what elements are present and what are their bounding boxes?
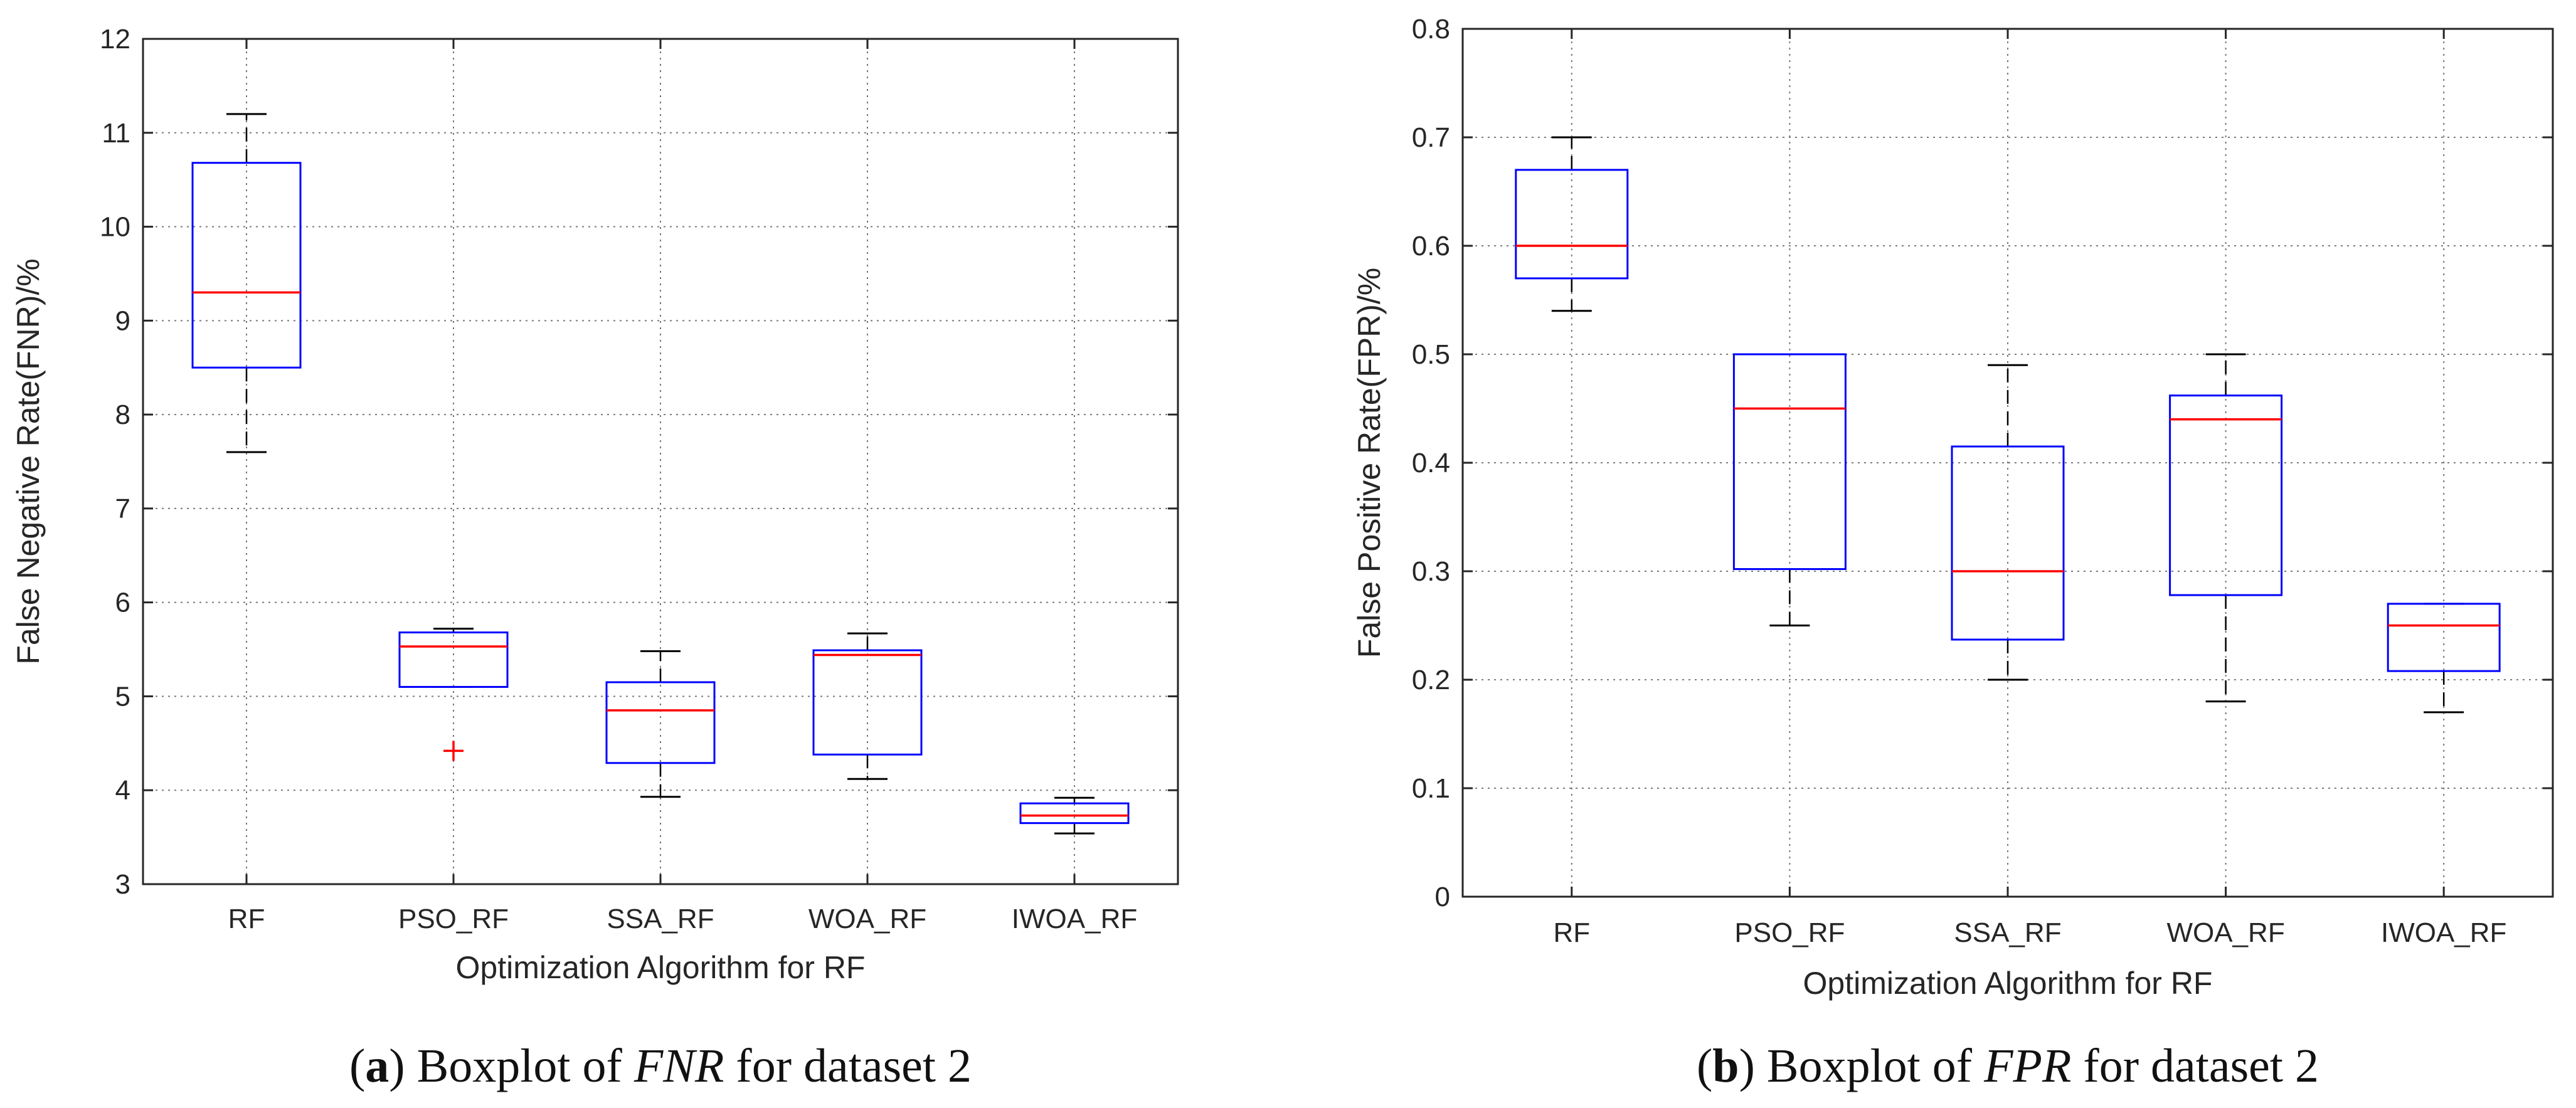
y-tick-label: 7 bbox=[115, 493, 130, 524]
y-tick-label: 0.1 bbox=[1412, 773, 1450, 804]
x-tick-label: IWOA_RF bbox=[1012, 904, 1137, 934]
chart-a-caption: (a) Boxplot of FNR for dataset 2 bbox=[349, 1040, 972, 1092]
box-iwoa_rf bbox=[2387, 603, 2501, 714]
iqr-box bbox=[1019, 802, 1130, 825]
box-pso_rf bbox=[1732, 353, 1847, 626]
chart-b-xticks: RF PSO_RF SSA_RF WOA_RF IWOA_RF bbox=[1553, 29, 2506, 948]
y-tick-label: 0.5 bbox=[1412, 339, 1450, 370]
chart-a-xlabel: Optimization Algorithm for RF bbox=[456, 950, 866, 985]
iqr-box bbox=[812, 649, 923, 756]
iqr-box bbox=[1732, 353, 1847, 571]
box-pso_rf bbox=[398, 628, 509, 761]
chart-a-boxes bbox=[191, 113, 1130, 835]
iqr-box bbox=[1515, 169, 1629, 280]
y-tick-label: 0.3 bbox=[1412, 556, 1450, 587]
y-tick-label: 0.4 bbox=[1412, 448, 1450, 478]
x-tick-label: PSO_RF bbox=[398, 904, 509, 934]
box-rf bbox=[191, 113, 302, 453]
y-tick-label: 8 bbox=[115, 399, 130, 430]
box-ssa_rf bbox=[605, 650, 716, 798]
x-tick-label: RF bbox=[228, 904, 265, 934]
y-tick-label: 0.6 bbox=[1412, 231, 1450, 261]
y-tick-label: 5 bbox=[115, 681, 130, 712]
chart-a-xticks: RF PSO_RF SSA_RF WOA_RF IWOA_RF bbox=[228, 39, 1137, 934]
box-rf bbox=[1515, 136, 1629, 312]
x-tick-label: WOA_RF bbox=[808, 904, 926, 934]
y-tick-label: 0.7 bbox=[1412, 122, 1450, 153]
chart-b-grid bbox=[1463, 29, 2553, 897]
y-tick-label: 4 bbox=[115, 775, 130, 806]
chart-b-ylabel: False Positive Rate(FPR)/% bbox=[1352, 268, 1387, 658]
chart-b: 0 0.1 0.2 0.3 0.4 0.5 0.6 0.7 0.8 RF PSO_RF SSA_RF… bbox=[1352, 14, 2554, 1092]
chart-b-caption: (b) Boxplot of FPR for dataset 2 bbox=[1697, 1040, 2319, 1092]
outlier-marker bbox=[443, 741, 464, 761]
chart-b-xlabel: Optimization Algorithm for RF bbox=[1803, 966, 2213, 1001]
box-ssa_rf bbox=[1951, 364, 2065, 681]
iqr-box bbox=[2169, 394, 2283, 596]
chart-a-yticks: 3 4 5 6 7 8 9 10 11 12 bbox=[100, 24, 1178, 900]
y-tick-label: 0.2 bbox=[1412, 665, 1450, 695]
chart-a: 3 4 5 6 7 8 9 10 11 12 RF PSO_RF SSA_RF WOA_RF IWOA_R… bbox=[11, 24, 1179, 1092]
y-tick-label: 0 bbox=[1435, 882, 1450, 912]
chart-a-ylabel: False Negative Rate(FNR)/% bbox=[11, 258, 46, 664]
chart-b-boxes bbox=[1515, 136, 2501, 714]
x-tick-label: RF bbox=[1553, 917, 1590, 948]
y-tick-label: 6 bbox=[115, 588, 130, 618]
x-tick-label: SSA_RF bbox=[1954, 917, 2061, 948]
x-tick-label: IWOA_RF bbox=[2381, 917, 2506, 948]
y-tick-label: 0.8 bbox=[1412, 14, 1450, 45]
y-tick-label: 12 bbox=[100, 24, 130, 55]
y-tick-label: 11 bbox=[102, 118, 130, 149]
y-tick-label: 10 bbox=[100, 212, 130, 243]
iqr-box bbox=[605, 681, 716, 764]
iqr-box bbox=[2387, 603, 2501, 672]
box-iwoa_rf bbox=[1019, 796, 1130, 835]
chart-b-yticks: 0 0.1 0.2 0.3 0.4 0.5 0.6 0.7 0.8 bbox=[1412, 14, 2553, 912]
iqr-box bbox=[191, 162, 302, 369]
x-tick-label: PSO_RF bbox=[1734, 917, 1845, 948]
box-woa_rf bbox=[2169, 353, 2283, 703]
y-tick-label: 9 bbox=[115, 305, 130, 336]
y-tick-label: 3 bbox=[115, 869, 130, 900]
x-tick-label: SSA_RF bbox=[607, 904, 714, 934]
x-tick-label: WOA_RF bbox=[2166, 917, 2284, 948]
iqr-box bbox=[398, 631, 509, 688]
box-woa_rf bbox=[812, 632, 923, 780]
iqr-box bbox=[1951, 445, 2065, 641]
